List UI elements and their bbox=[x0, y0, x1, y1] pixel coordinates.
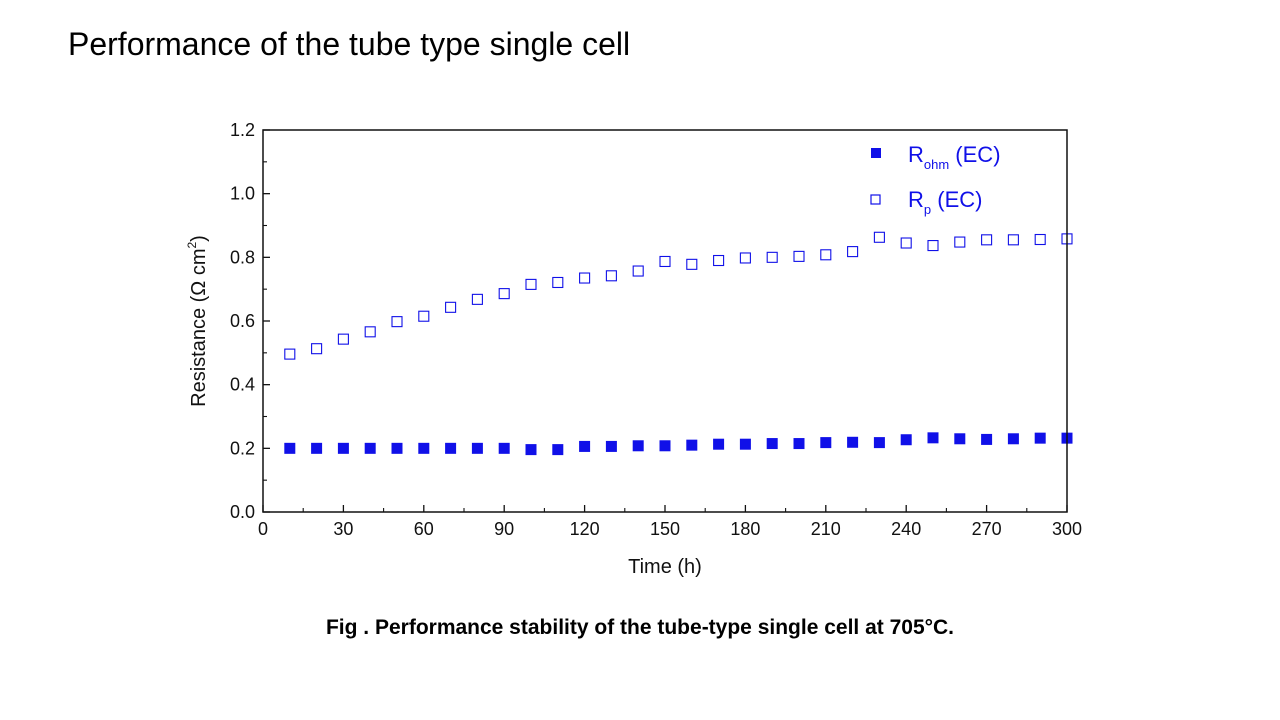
rp-point bbox=[686, 258, 698, 270]
rp-point bbox=[873, 231, 885, 243]
rp-point bbox=[364, 326, 376, 338]
y-tick-label: 0.6 bbox=[230, 311, 255, 331]
rohm-point bbox=[337, 442, 349, 454]
rohm-point bbox=[739, 438, 751, 450]
y-axis-label: Resistance (Ω cm2) bbox=[185, 235, 210, 407]
rp-point bbox=[820, 249, 832, 261]
rohm-point bbox=[1034, 432, 1046, 444]
rohm-point bbox=[927, 432, 939, 444]
rohm-point bbox=[900, 434, 912, 446]
y-tick-label: 0.4 bbox=[230, 375, 255, 395]
rohm-point bbox=[418, 442, 430, 454]
x-axis-label: Time (h) bbox=[628, 556, 702, 578]
rp-point bbox=[632, 265, 644, 277]
rohm-point bbox=[632, 440, 644, 452]
rp-point bbox=[927, 240, 939, 252]
figure-caption: Fig . Performance stability of the tube-… bbox=[325, 616, 955, 639]
x-tick-label: 0 bbox=[258, 519, 268, 539]
rohm-point bbox=[552, 444, 564, 456]
x-tick-label: 90 bbox=[494, 519, 514, 539]
rohm-point bbox=[793, 438, 805, 450]
x-tick-label: 270 bbox=[972, 519, 1002, 539]
legend-marker-rp bbox=[870, 194, 881, 205]
rohm-point bbox=[471, 442, 483, 454]
x-tick-label: 30 bbox=[333, 519, 353, 539]
rp-point bbox=[1034, 233, 1046, 246]
rp-point bbox=[605, 270, 617, 282]
rp-point bbox=[552, 276, 564, 289]
rp-point bbox=[525, 278, 537, 290]
rp-point bbox=[337, 333, 349, 345]
rp-point bbox=[981, 234, 993, 246]
y-tick-label: 0.2 bbox=[230, 438, 255, 458]
rp-point bbox=[391, 316, 403, 328]
rp-point bbox=[1007, 234, 1019, 246]
rp-point bbox=[793, 250, 805, 262]
slide-title: Performance of the tube type single cell bbox=[68, 26, 631, 62]
x-axis-ticks: 0 30 60 90 120 150 180 210 240 270 300 bbox=[258, 505, 1082, 539]
rp-point bbox=[579, 272, 591, 284]
data-markers bbox=[284, 231, 1073, 456]
x-tick-label: 120 bbox=[570, 519, 600, 539]
rp-point bbox=[766, 251, 778, 263]
rohm-point bbox=[954, 433, 966, 445]
legend-label-rohm: Rohm (EC) bbox=[908, 142, 1001, 172]
rohm-point bbox=[981, 433, 993, 445]
x-tick-label: 60 bbox=[414, 519, 434, 539]
rohm-point bbox=[311, 442, 323, 454]
rohm-point bbox=[579, 440, 591, 452]
rohm-point bbox=[498, 442, 510, 454]
rp-point bbox=[739, 252, 751, 264]
rohm-point bbox=[847, 436, 859, 448]
x-tick-label: 210 bbox=[811, 519, 841, 539]
y-tick-label: 1.2 bbox=[230, 120, 255, 140]
rp-point bbox=[713, 254, 725, 267]
legend-label-rp: Rp (EC) bbox=[908, 187, 982, 217]
rohm-point bbox=[1007, 433, 1019, 445]
rohm-point bbox=[820, 437, 832, 449]
rp-point bbox=[418, 310, 430, 322]
rp-point bbox=[445, 301, 457, 313]
rp-point bbox=[471, 293, 483, 305]
legend-marker-rohm bbox=[871, 148, 881, 158]
rohm-point bbox=[686, 439, 698, 451]
rp-point bbox=[659, 255, 671, 268]
x-tick-label: 240 bbox=[891, 519, 921, 539]
rohm-point bbox=[391, 442, 403, 454]
y-tick-label: 0.8 bbox=[230, 247, 255, 267]
rohm-point bbox=[713, 438, 725, 450]
rp-point bbox=[900, 237, 912, 249]
rp-point bbox=[954, 236, 966, 248]
x-tick-label: 150 bbox=[650, 519, 680, 539]
rohm-point bbox=[873, 437, 885, 449]
rohm-point bbox=[525, 444, 537, 456]
y-tick-label: 0.0 bbox=[230, 502, 255, 522]
rp-point bbox=[847, 246, 859, 258]
y-tick-label: 1.0 bbox=[230, 184, 255, 204]
rohm-point bbox=[766, 438, 778, 450]
rohm-point bbox=[284, 442, 296, 454]
rohm-point bbox=[445, 442, 457, 454]
x-tick-label: 180 bbox=[730, 519, 760, 539]
chart-legend: Rohm (EC) Rp (EC) bbox=[870, 142, 1001, 217]
rohm-point bbox=[659, 440, 671, 452]
rohm-point bbox=[364, 442, 376, 454]
rp-point bbox=[311, 343, 323, 355]
rp-point bbox=[498, 288, 510, 300]
rp-point bbox=[284, 348, 296, 360]
rohm-point bbox=[605, 440, 617, 452]
plot-frame bbox=[262, 129, 1068, 513]
y-axis-ticks: 0.0 0.2 0.4 0.6 0.8 1.0 1.2 bbox=[230, 120, 270, 522]
x-tick-label: 300 bbox=[1052, 519, 1082, 539]
